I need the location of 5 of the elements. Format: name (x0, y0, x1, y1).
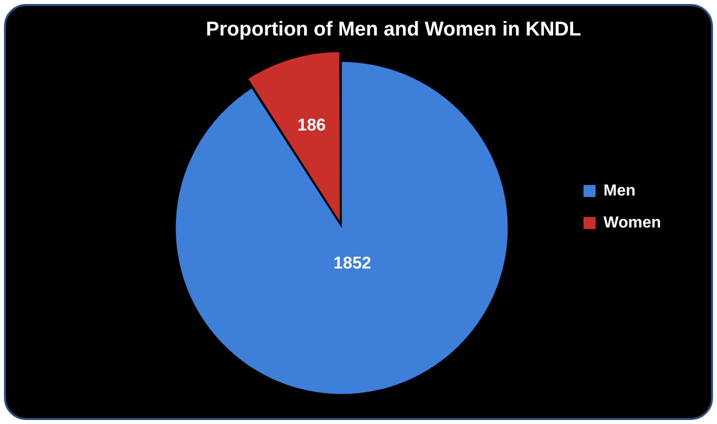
legend-label: Women (604, 214, 661, 232)
chart-title: Proportion of Men and Women in KNDL (206, 18, 582, 41)
data-label: 186 (297, 115, 326, 134)
legend-label: Men (604, 182, 636, 200)
data-label: 1852 (333, 254, 372, 273)
